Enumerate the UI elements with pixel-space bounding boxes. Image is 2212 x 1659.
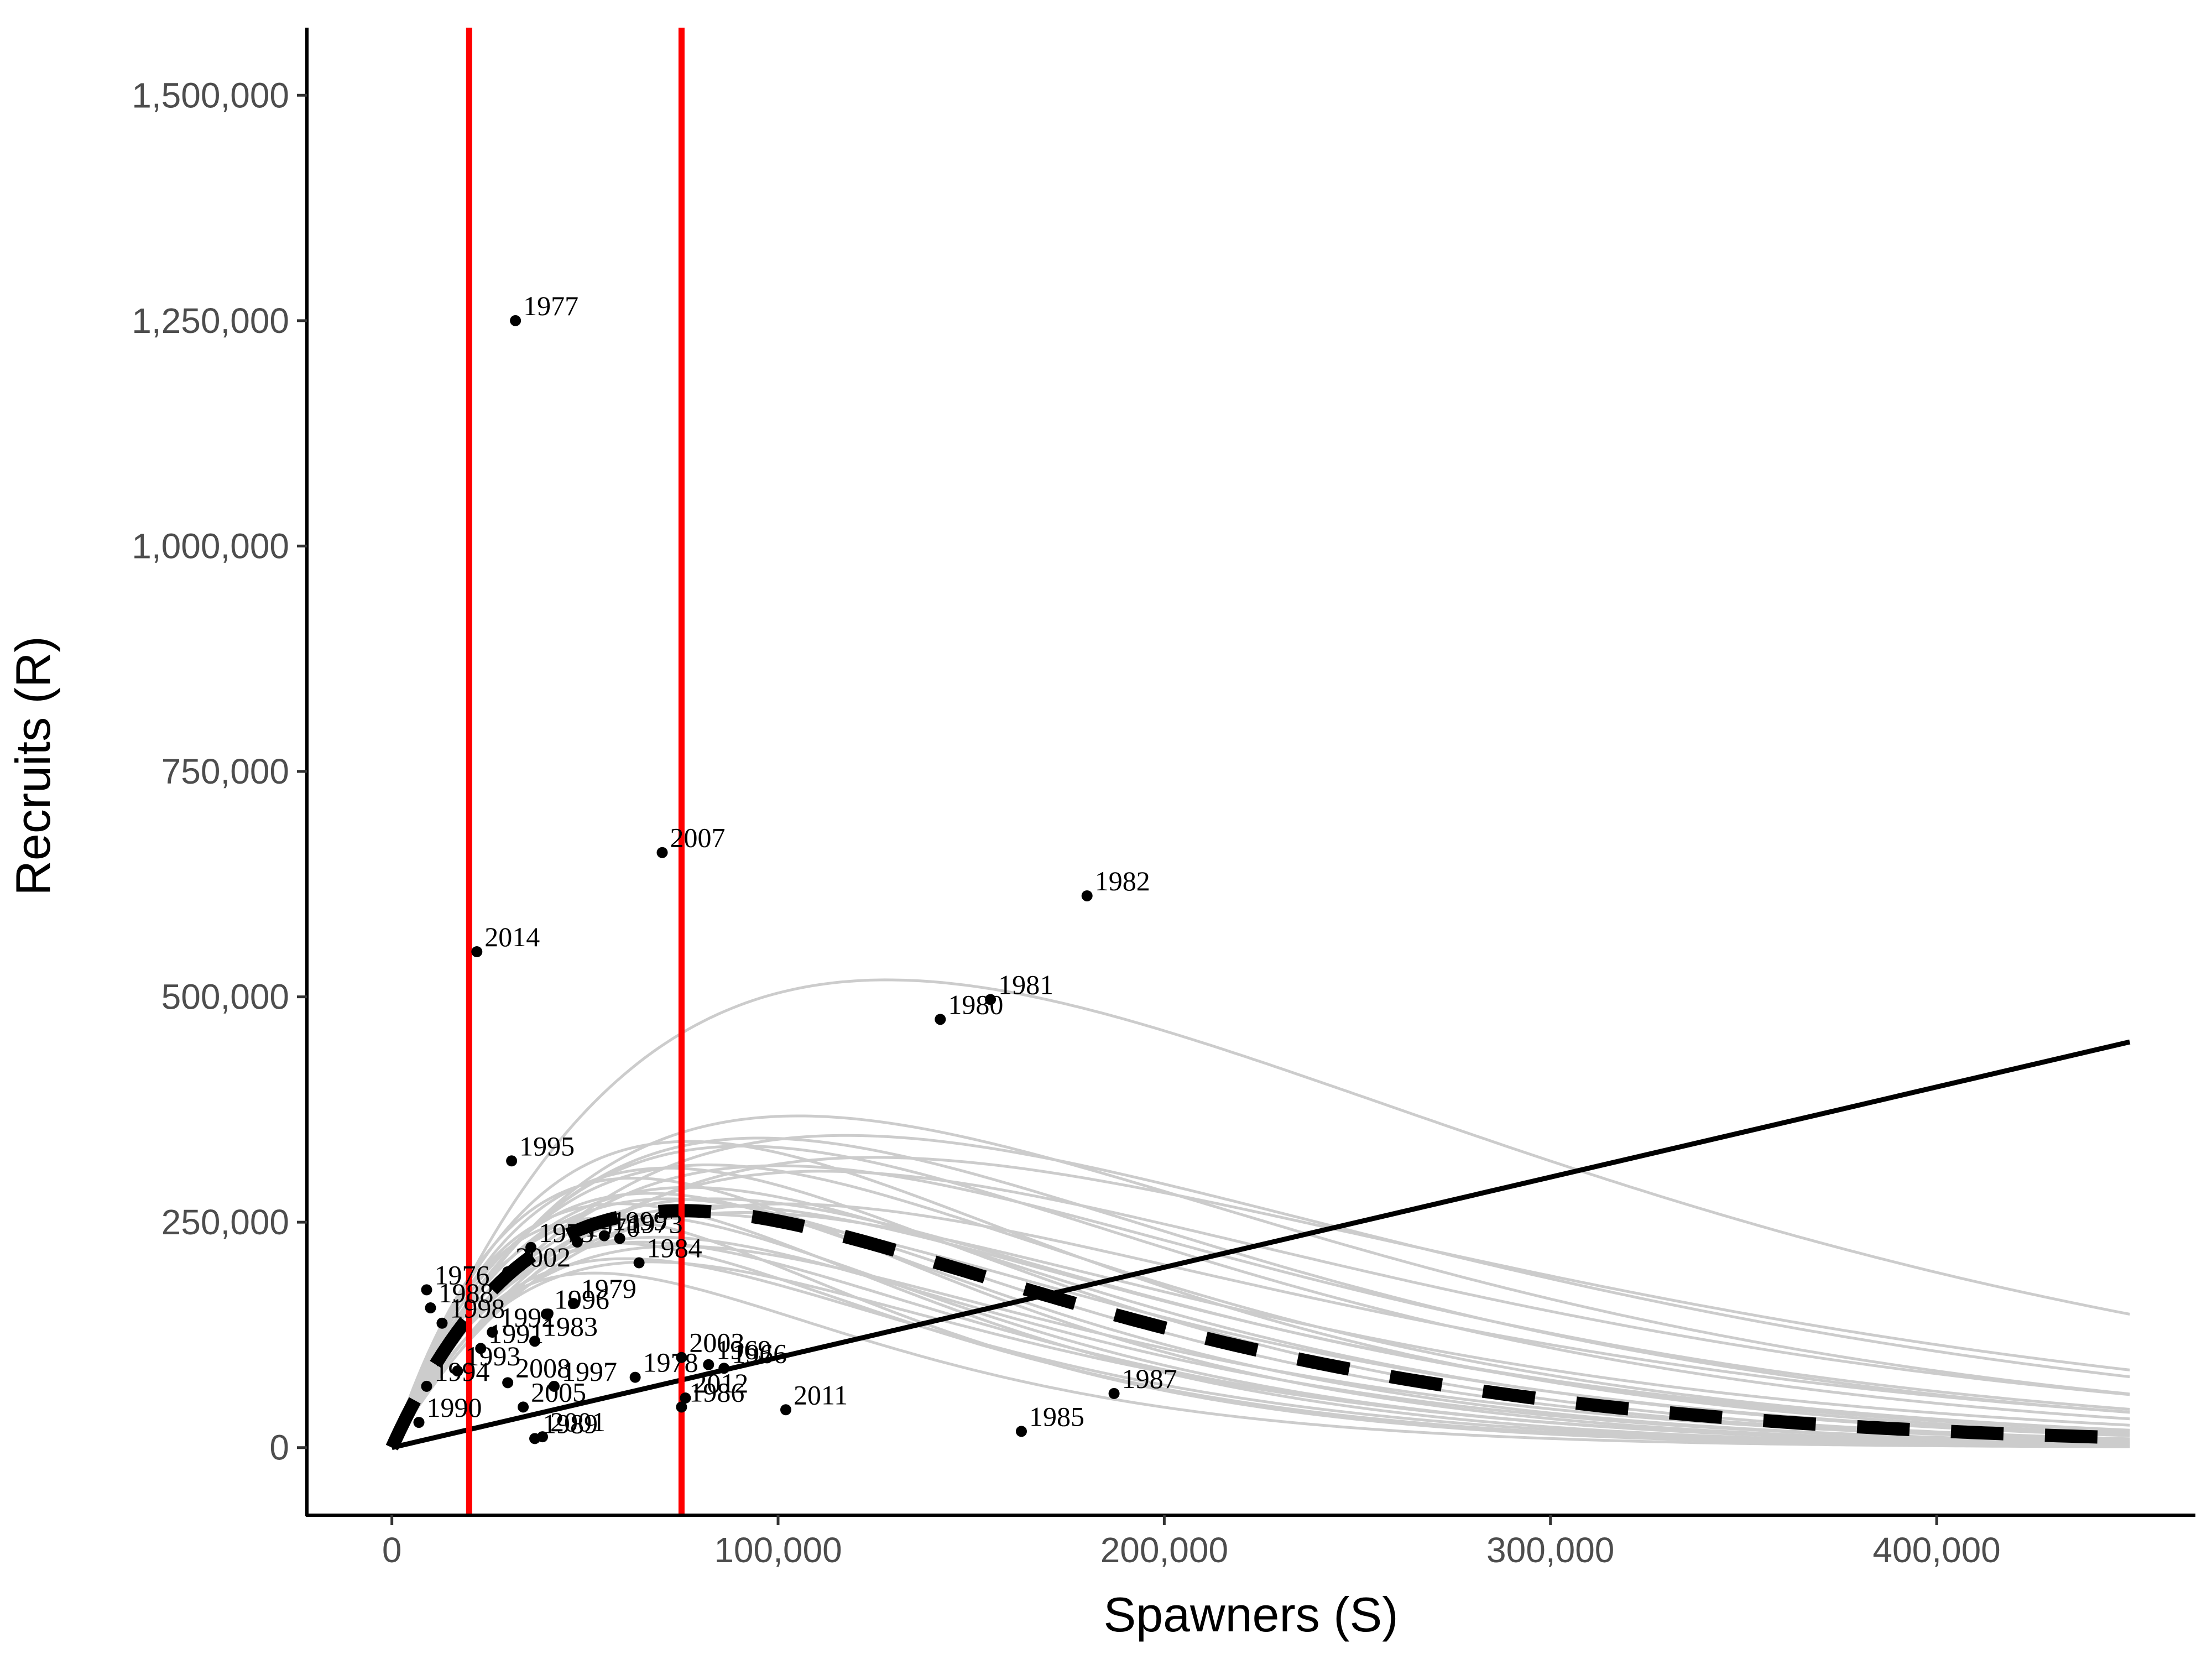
axes-layer: 0 250,000 500,000 750,000 1,000,000 1,250,000… xyxy=(132,28,2195,1570)
data-point-label: 2007 xyxy=(670,822,725,853)
data-point xyxy=(548,1380,560,1392)
data-point xyxy=(614,1233,625,1244)
data-point-label: 1984 xyxy=(647,1233,702,1264)
data-point xyxy=(985,994,997,1005)
x-tick-label: 400,000 xyxy=(1872,1530,2000,1570)
data-point-label: 2002 xyxy=(515,1241,571,1272)
data-point-label: 1998 xyxy=(450,1293,505,1324)
data-point-label: 2014 xyxy=(484,921,540,952)
data-point xyxy=(633,1257,645,1269)
posterior-curve xyxy=(390,1114,2130,1448)
data-point xyxy=(487,1327,498,1338)
data-point xyxy=(502,1266,514,1277)
y-axis-title: Recruits (R) xyxy=(6,636,60,895)
data-point-label: 2001 xyxy=(550,1406,606,1437)
y-tick-label: 1,500,000 xyxy=(132,75,289,115)
y-tick-label: 750,000 xyxy=(161,752,289,791)
data-point xyxy=(518,1401,529,1413)
data-point xyxy=(413,1417,425,1428)
data-point xyxy=(421,1380,432,1392)
data-point xyxy=(436,1317,448,1329)
data-point-label: 1997 xyxy=(562,1356,617,1387)
data-point xyxy=(529,1335,541,1347)
data-point-label: 1969 xyxy=(716,1334,771,1365)
data-point xyxy=(780,1404,791,1416)
data-point xyxy=(529,1433,541,1444)
data-point xyxy=(540,1308,552,1320)
data-point-label: 1979 xyxy=(581,1273,637,1304)
data-point-label: 1995 xyxy=(519,1130,575,1161)
data-point xyxy=(629,1371,641,1383)
data-point-label: 1996 xyxy=(554,1284,609,1314)
data-point-label: 1981 xyxy=(998,969,1053,1000)
data-point xyxy=(718,1363,730,1374)
data-point-label: 1989 xyxy=(542,1408,598,1439)
data-point-label: 1991 xyxy=(488,1318,544,1349)
data-point xyxy=(598,1230,610,1241)
data-point xyxy=(703,1359,714,1370)
data-point xyxy=(475,1343,487,1354)
data-point-label: 1978 xyxy=(643,1347,698,1378)
data-point xyxy=(471,946,483,958)
data-point-label: 1973 xyxy=(628,1208,683,1239)
data-point xyxy=(452,1365,463,1377)
data-point-label: 1999 xyxy=(612,1206,667,1237)
y-tick-label: 1,250,000 xyxy=(132,301,289,341)
data-point-label: 1992 xyxy=(500,1302,555,1333)
data-point-label: 2003 xyxy=(689,1327,744,1358)
data-point xyxy=(1081,890,1093,901)
data-point-label: 1970 xyxy=(585,1212,640,1243)
data-point-label: 1975 xyxy=(539,1217,594,1248)
data-point-label: 1986 xyxy=(689,1376,744,1407)
data-point-label: 1993 xyxy=(465,1340,520,1371)
data-point-label: 1966 xyxy=(732,1338,787,1369)
data-point-label: 1994 xyxy=(434,1356,489,1387)
y-tick-label: 0 xyxy=(269,1428,289,1468)
data-point xyxy=(421,1284,432,1296)
x-axis-title: Spawners (S) xyxy=(1103,1587,1398,1642)
data-point xyxy=(680,1392,691,1404)
data-point xyxy=(567,1297,579,1309)
data-point xyxy=(1015,1426,1027,1437)
data-point-label: 1983 xyxy=(542,1311,598,1342)
data-point-label: 2005 xyxy=(531,1376,586,1407)
x-tick-label: 0 xyxy=(382,1530,402,1570)
data-point xyxy=(676,1352,687,1363)
data-point-label: 1985 xyxy=(1029,1401,1084,1432)
data-point-label: 2012 xyxy=(693,1368,748,1399)
data-point-label: 1982 xyxy=(1095,865,1150,896)
data-point-label: 1990 xyxy=(427,1392,482,1423)
x-tick-label: 300,000 xyxy=(1486,1530,1614,1570)
data-point xyxy=(676,1401,687,1413)
data-point-label: 2008 xyxy=(515,1352,571,1383)
data-point xyxy=(1108,1387,1120,1399)
x-tick-label: 200,000 xyxy=(1100,1530,1228,1570)
data-point xyxy=(935,1014,946,1025)
data-point-label: 1976 xyxy=(434,1259,489,1290)
data-point-label: 2011 xyxy=(794,1379,848,1410)
data-point xyxy=(502,1377,514,1389)
data-point xyxy=(525,1241,537,1253)
data-point xyxy=(510,315,521,326)
data-point xyxy=(506,1155,518,1167)
data-point xyxy=(425,1302,436,1314)
data-point-label: 1988 xyxy=(438,1277,493,1308)
y-tick-label: 500,000 xyxy=(161,977,289,1017)
data-points-layer xyxy=(413,315,1120,1444)
y-tick-label: 250,000 xyxy=(161,1202,289,1242)
data-point xyxy=(571,1237,583,1248)
y-tick-label: 1,000,000 xyxy=(132,526,289,566)
data-point-label: 1980 xyxy=(948,989,1003,1020)
x-tick-label: 100,000 xyxy=(714,1530,842,1570)
data-point xyxy=(656,847,668,858)
reference-lines-layer xyxy=(466,28,685,1515)
data-point-label: 1987 xyxy=(1122,1363,1177,1394)
data-point-label: 1977 xyxy=(523,290,578,321)
